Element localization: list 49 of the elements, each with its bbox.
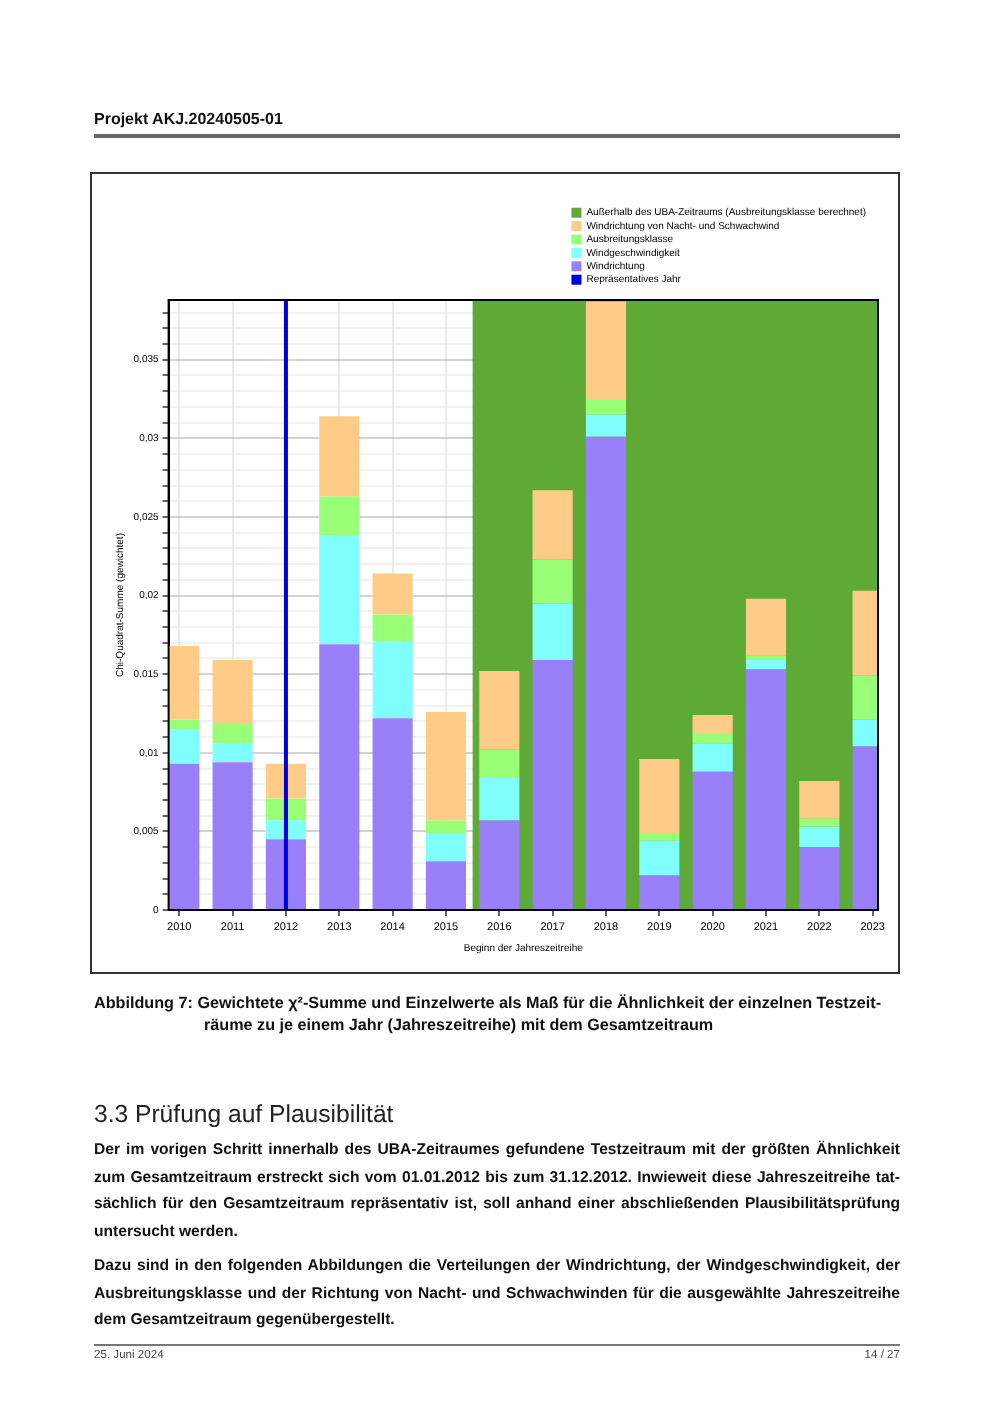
bar	[639, 875, 680, 910]
bar	[745, 660, 787, 670]
bar	[319, 644, 360, 910]
bar	[532, 490, 573, 560]
text: Abbildung 7: Gewichtete χ²-Summe und Einzelwerte als Maß für die Ähnlichkeit der einzelnen Testzeit-räume zu je einem Jahr (Jahreszeitreihe) mit dem Gesamtzeitraum	[94, 991, 884, 1035]
bar	[479, 777, 520, 821]
bar	[799, 826, 840, 848]
bar	[692, 771, 733, 910]
bar	[319, 535, 360, 645]
bar	[532, 559, 573, 604]
bar	[745, 655, 787, 661]
bar	[425, 832, 467, 862]
bar	[692, 715, 733, 734]
bar	[479, 820, 520, 910]
bar	[532, 660, 573, 910]
bar	[372, 718, 413, 910]
bar	[585, 399, 627, 415]
bar	[212, 762, 253, 910]
bar	[692, 733, 733, 744]
bar	[479, 671, 520, 750]
bar	[745, 598, 787, 656]
bar	[585, 414, 627, 437]
text: 3.3 Prüfung auf Plausibilität	[94, 1099, 394, 1128]
bar	[319, 416, 360, 497]
bar	[799, 781, 840, 819]
bar	[532, 603, 573, 661]
bar	[265, 798, 306, 821]
bar	[425, 711, 467, 821]
bar	[372, 641, 413, 719]
bar	[585, 301, 627, 400]
bar	[745, 669, 787, 910]
text: Projekt AKJ.20240505-01	[94, 110, 283, 130]
bar	[585, 436, 627, 910]
bar	[799, 847, 840, 910]
bar	[212, 660, 253, 723]
bar	[372, 614, 413, 642]
bar	[639, 759, 680, 833]
bar	[212, 722, 253, 744]
bar	[799, 818, 840, 827]
bar	[372, 573, 413, 615]
bar	[265, 839, 306, 910]
bar	[319, 496, 360, 536]
bar	[639, 840, 680, 876]
bar	[479, 749, 520, 778]
bar	[425, 820, 467, 833]
bar	[639, 832, 680, 841]
bar	[692, 743, 733, 772]
bar	[212, 743, 253, 763]
bar	[425, 861, 467, 910]
